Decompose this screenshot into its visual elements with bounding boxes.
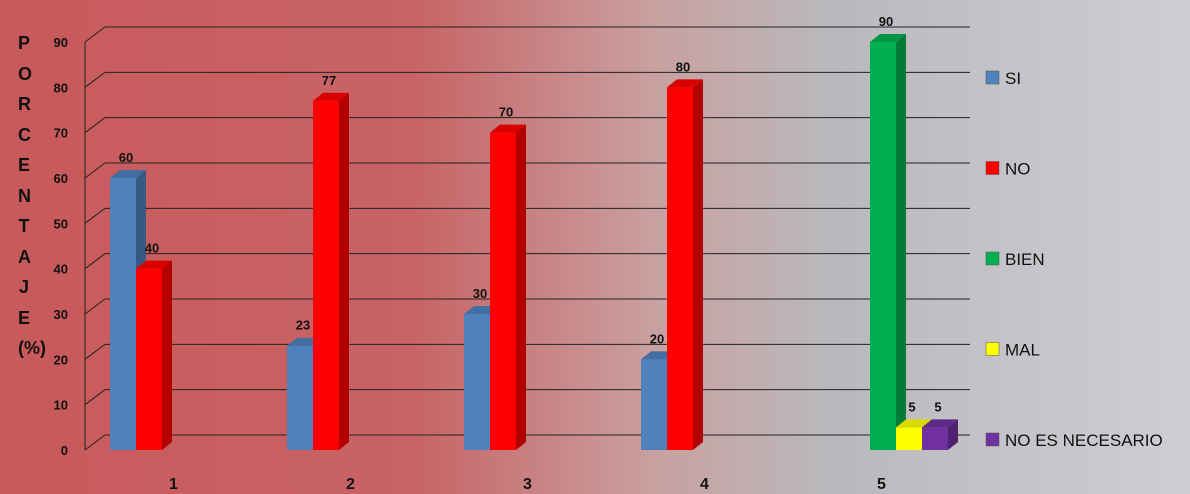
data-label: 60 xyxy=(119,150,133,165)
bar-side xyxy=(948,419,958,450)
data-label: 77 xyxy=(322,73,336,88)
bar-front xyxy=(110,178,136,450)
legend-swatch xyxy=(985,161,1000,175)
bar xyxy=(870,34,906,450)
data-label: 80 xyxy=(676,59,690,74)
y-tick-label: 70 xyxy=(54,126,68,141)
bar-side xyxy=(162,260,172,450)
legend-label: NO xyxy=(1005,160,1031,179)
y-tick-label: 90 xyxy=(54,35,68,50)
bar-top xyxy=(110,170,146,178)
legend-swatch xyxy=(985,342,1000,356)
y-tick-label: 0 xyxy=(61,443,68,458)
bar-front xyxy=(136,268,162,450)
data-label: 23 xyxy=(296,318,310,333)
y-axis-label: PORCENTAJE (%) xyxy=(18,33,46,358)
legend-label: NO ES NECESARIO xyxy=(1005,431,1163,450)
bar-side xyxy=(339,92,349,450)
x-tick-label: 5 xyxy=(877,476,886,493)
y-tick-label: 80 xyxy=(54,80,68,95)
bar-front xyxy=(464,314,490,450)
y-tick-label: 30 xyxy=(54,307,68,322)
bar-front xyxy=(870,42,896,450)
data-label: 5 xyxy=(934,399,941,414)
legend-label: BIEN xyxy=(1005,250,1045,269)
bar xyxy=(136,260,172,450)
grid-line xyxy=(84,71,970,88)
bar-side xyxy=(516,124,526,451)
grid-line xyxy=(84,343,970,360)
data-label: 30 xyxy=(473,286,487,301)
y-tick-label: 60 xyxy=(54,171,68,186)
bar xyxy=(490,124,526,451)
bar-top xyxy=(667,79,703,88)
data-label: 70 xyxy=(499,105,513,120)
bar-top xyxy=(490,124,526,133)
bar-side xyxy=(896,34,906,450)
x-tick-label: 2 xyxy=(346,476,355,493)
y-tick-label: 40 xyxy=(54,262,68,277)
legend-label: SI xyxy=(1005,69,1021,88)
bar-front xyxy=(922,427,948,450)
bar-front xyxy=(490,132,516,450)
bar xyxy=(313,92,349,450)
grid-line xyxy=(84,26,970,43)
grid-line xyxy=(84,389,970,406)
legend-swatch xyxy=(985,432,1000,447)
bar xyxy=(667,79,703,450)
bar-top xyxy=(922,419,958,428)
y-tick-label: 20 xyxy=(54,352,68,367)
grid-line xyxy=(84,253,970,270)
bar-front xyxy=(641,359,667,450)
grid-line xyxy=(84,434,970,451)
bar-top xyxy=(136,260,172,269)
bar-top xyxy=(870,34,906,42)
data-label: 20 xyxy=(650,331,664,346)
data-label: 40 xyxy=(145,241,159,256)
y-tick-label: 50 xyxy=(54,216,68,231)
legend-label: MAL xyxy=(1005,341,1040,360)
data-label: 5 xyxy=(908,399,915,414)
x-tick-label: 3 xyxy=(523,476,532,493)
legend-swatch xyxy=(985,70,1000,85)
x-tick-label: 4 xyxy=(700,476,709,493)
bar-front xyxy=(287,345,313,450)
bar-front xyxy=(896,427,922,450)
y-tick-label: 10 xyxy=(54,398,68,413)
bar-front xyxy=(313,100,339,450)
grid-line xyxy=(84,117,970,134)
bar-side xyxy=(693,79,703,450)
data-label: 90 xyxy=(879,14,893,29)
bar-top xyxy=(896,419,932,428)
x-tick-label: 1 xyxy=(169,476,178,493)
bar-front xyxy=(667,87,693,450)
bar xyxy=(922,419,958,450)
grid-line xyxy=(84,162,970,179)
grid-line xyxy=(84,298,970,315)
grid-line xyxy=(84,207,970,224)
bar-top xyxy=(313,92,349,101)
legend-swatch xyxy=(985,251,1000,266)
